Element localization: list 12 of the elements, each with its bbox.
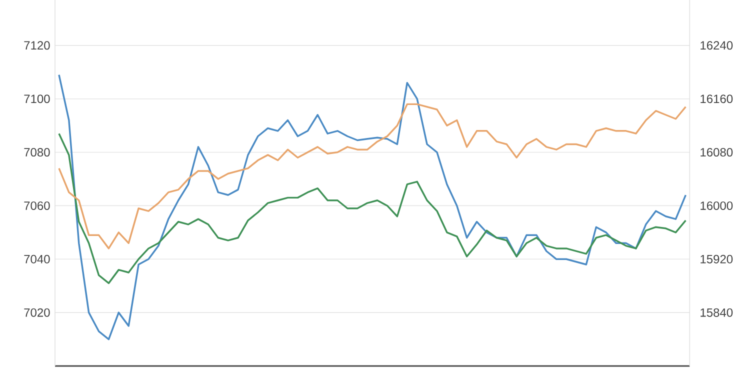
- y2-tick-label: 16240: [700, 41, 733, 50]
- y-tick-label: 7080: [24, 148, 50, 157]
- y-tick-label: 7100: [24, 94, 50, 104]
- y2-tick-label: 16080: [700, 148, 733, 157]
- y-tick-label: 7020: [24, 308, 50, 317]
- y2-tick-label: 16000: [700, 201, 733, 210]
- y2-tick-label: 16160: [700, 94, 733, 104]
- y-tick-label: 7040: [24, 254, 50, 264]
- y-tick-label: 7120: [24, 41, 50, 50]
- y-tick-label: 7060: [24, 201, 50, 210]
- y2-tick-label: 15920: [700, 254, 733, 264]
- y2-tick-label: 15840: [700, 308, 733, 317]
